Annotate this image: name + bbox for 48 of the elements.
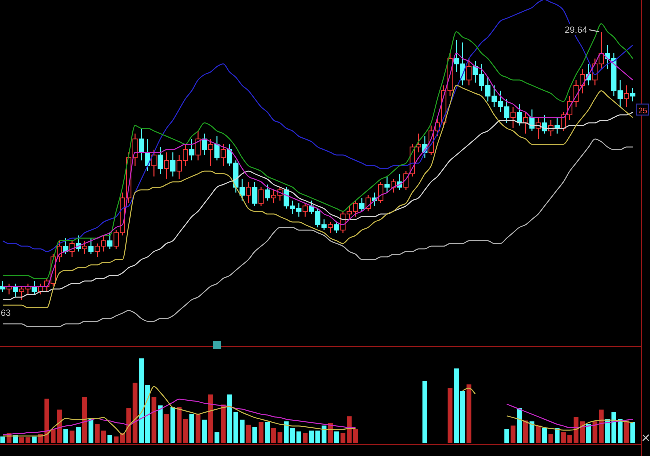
bar <box>524 420 528 444</box>
bar <box>466 384 472 444</box>
bar <box>70 430 75 444</box>
bar <box>152 397 157 444</box>
bar <box>88 419 94 444</box>
bar <box>214 432 220 444</box>
bar <box>208 394 214 444</box>
bar <box>82 397 88 444</box>
bar <box>164 414 170 444</box>
bar <box>170 407 176 444</box>
bar <box>158 406 163 444</box>
annotation: 29.64 <box>564 25 588 35</box>
bar <box>536 426 541 444</box>
bar <box>32 436 37 444</box>
bar <box>76 427 81 444</box>
bar <box>504 429 510 444</box>
bar <box>586 424 592 444</box>
bar <box>517 408 522 444</box>
bar <box>221 404 226 444</box>
bar <box>334 432 340 444</box>
text: 63 <box>1 308 12 318</box>
candlestick <box>196 130 201 162</box>
bar <box>530 422 535 444</box>
bar <box>542 428 548 444</box>
bar <box>252 427 258 444</box>
text: 25 <box>638 106 648 116</box>
candlestick <box>624 85 630 108</box>
bar <box>303 433 308 444</box>
bar <box>258 422 264 444</box>
bar <box>422 381 428 444</box>
bar <box>555 428 560 444</box>
bar <box>510 426 516 444</box>
candlestick <box>510 106 516 129</box>
bar <box>108 435 112 444</box>
bar <box>190 414 194 444</box>
candlestick <box>246 182 252 204</box>
bar <box>196 414 201 444</box>
bar <box>246 424 252 444</box>
bar <box>548 434 554 444</box>
candlestick <box>164 152 170 180</box>
bar <box>202 420 207 444</box>
bar <box>448 388 453 444</box>
bar <box>265 422 270 444</box>
bar <box>64 429 68 444</box>
bar <box>624 420 630 444</box>
candlestick <box>189 138 195 162</box>
bar <box>0 436 6 444</box>
bar <box>630 422 636 444</box>
